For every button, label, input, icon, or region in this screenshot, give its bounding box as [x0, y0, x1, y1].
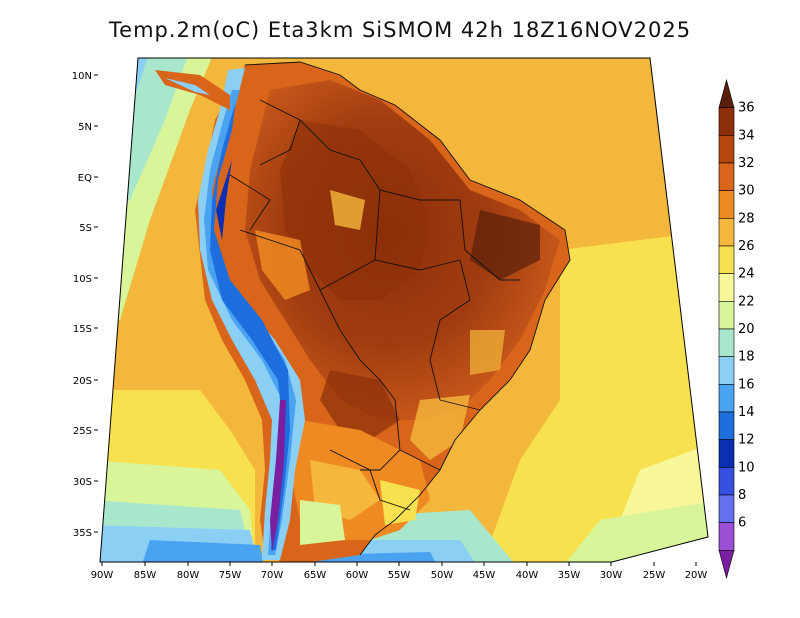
- colorbar-label: 16: [738, 377, 755, 392]
- map-field: [100, 58, 708, 562]
- colorbar-swatch: [718, 328, 735, 357]
- lon-label: 30W: [600, 570, 623, 581]
- colorbar-swatch: [718, 218, 735, 247]
- colorbar-label: 8: [738, 488, 746, 503]
- lon-label: 75W: [219, 570, 242, 581]
- colorbar-swatch: [718, 273, 735, 302]
- colorbar-swatch: [718, 550, 735, 580]
- latitude-axis: 10N 5N EQ 5S 10S 15S 20S 25S 30S 35S: [72, 71, 92, 539]
- colorbar-swatch: [718, 356, 735, 385]
- longitude-ticks: [101, 562, 697, 566]
- colorbar-label: 12: [738, 433, 755, 448]
- lat-label: EQ: [78, 173, 92, 184]
- colorbar-label: 18: [738, 350, 755, 365]
- colorbar-label: 24: [738, 267, 755, 282]
- map-title: Temp.2m(oC) Eta3km SiSMOM 42h 18Z16NOV20…: [108, 18, 692, 42]
- lon-label: 45W: [473, 570, 496, 581]
- colorbar-label: 22: [738, 294, 755, 309]
- colorbar-swatch: [718, 107, 735, 136]
- lon-label: 80W: [177, 570, 200, 581]
- colorbar-swatch: [718, 522, 735, 551]
- colorbar-swatch: [718, 78, 735, 108]
- latitude-ticks: [94, 74, 98, 533]
- colorbar-swatch: [718, 301, 735, 330]
- longitude-axis: 90W 85W 80W 75W 70W 65W 60W 55W 50W 45W …: [91, 570, 708, 581]
- colorbar-label: 30: [738, 184, 755, 199]
- lat-label: 5N: [78, 122, 92, 133]
- colorbar: [718, 78, 735, 580]
- lon-label: 90W: [91, 570, 114, 581]
- colorbar-swatch: [718, 494, 735, 523]
- lon-label: 40W: [516, 570, 539, 581]
- colorbar-label: 14: [738, 405, 755, 420]
- lon-label: 85W: [134, 570, 157, 581]
- lon-label: 65W: [304, 570, 327, 581]
- lon-label: 60W: [346, 570, 369, 581]
- colorbar-swatch: [718, 162, 735, 191]
- colorbar-swatch: [718, 245, 735, 274]
- colorbar-label: 32: [738, 156, 755, 171]
- lon-label: 20W: [685, 570, 708, 581]
- colorbar-label: 36: [738, 101, 755, 116]
- colorbar-swatch: [718, 190, 735, 219]
- lat-label: 15S: [73, 324, 92, 335]
- colorbar-label: 28: [738, 211, 755, 226]
- lon-label: 25W: [643, 570, 666, 581]
- lon-label: 55W: [388, 570, 411, 581]
- lat-label: 35S: [73, 528, 92, 539]
- colorbar-label: 26: [738, 239, 755, 254]
- colorbar-swatch: [718, 411, 735, 440]
- political-boundaries: [229, 61, 571, 556]
- colorbar-swatch: [718, 439, 735, 468]
- colorbar-swatch: [718, 135, 735, 164]
- lat-label: 10N: [72, 71, 92, 82]
- lat-label: 25S: [73, 426, 92, 437]
- lat-label: 30S: [73, 477, 92, 488]
- map-frame: [99, 57, 709, 563]
- colorbar-swatch: [718, 384, 735, 413]
- lat-label: 20S: [73, 376, 92, 387]
- colorbar-swatch: [718, 467, 735, 496]
- lat-label: 10S: [73, 274, 92, 285]
- colorbar-labels: 36 34 32 30 28 26 24 22 20 18 16 14 12 10 8 6: [738, 101, 755, 531]
- colorbar-label: 20: [738, 322, 755, 337]
- lon-label: 70W: [261, 570, 284, 581]
- lon-label: 50W: [431, 570, 454, 581]
- colorbar-label: 10: [738, 460, 755, 475]
- lon-label: 35W: [558, 570, 581, 581]
- lat-label: 5S: [79, 223, 92, 234]
- colorbar-label: 34: [738, 128, 755, 143]
- colorbar-label: 6: [738, 516, 746, 531]
